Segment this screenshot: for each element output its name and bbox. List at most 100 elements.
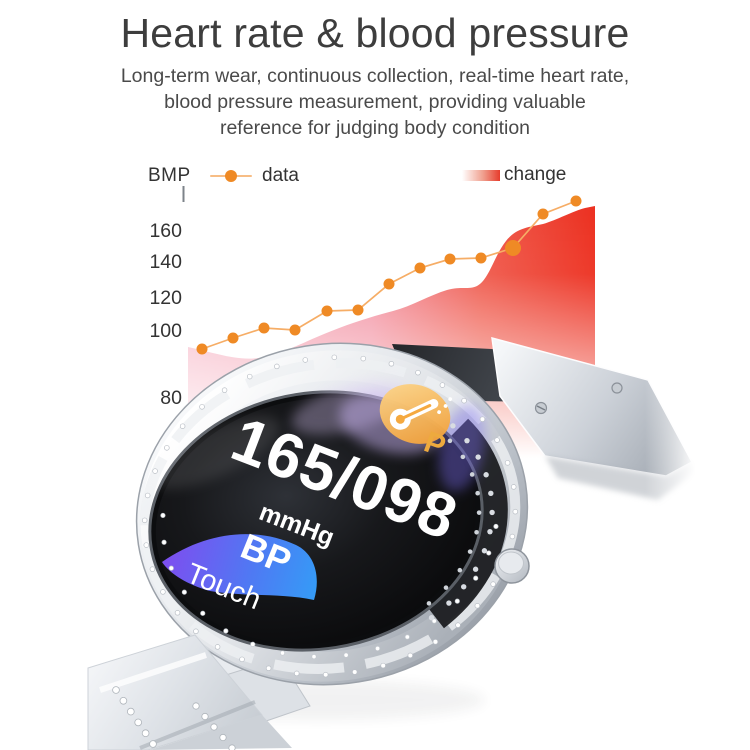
crystal-dot — [179, 423, 186, 429]
crystal-dot — [475, 490, 480, 496]
crystal-dot — [199, 404, 205, 410]
crystal-dot — [164, 445, 170, 451]
crystal-dot — [201, 712, 209, 721]
crystal-dot — [168, 565, 174, 571]
chart-data-points — [196, 195, 582, 355]
chart-point — [227, 332, 239, 344]
crystal-dot — [265, 665, 272, 672]
crystal-dot — [407, 652, 414, 659]
crystal-dot — [343, 652, 349, 658]
crystal-dot — [160, 589, 166, 595]
crystal-dot — [221, 387, 228, 393]
crystal-dot — [461, 397, 467, 404]
chart-point — [537, 208, 549, 220]
crystal-dot — [504, 460, 511, 466]
crystal-dot — [141, 729, 150, 737]
crystal-dot — [512, 508, 519, 515]
legend-data-series: data — [210, 165, 299, 187]
chart-point — [352, 304, 364, 316]
crystal-dot — [472, 566, 479, 572]
crystal-dot — [481, 548, 488, 554]
crystal-dot — [141, 517, 148, 524]
crystal-dot — [446, 600, 452, 606]
thermometer-icon — [379, 384, 453, 444]
crystal-dot — [509, 533, 516, 540]
crystal-dot — [428, 614, 435, 621]
orange-dot-icon — [225, 170, 237, 182]
crystal-dot — [311, 654, 317, 660]
subtitle-line: Long-term wear, continuous collection, r… — [120, 65, 630, 87]
subtitle-line: blood pressure measurement, providing va… — [164, 91, 586, 113]
crystal-dot — [351, 669, 358, 675]
crystal-dot — [144, 492, 151, 499]
crystal-dot — [493, 523, 499, 529]
strap-shade — [139, 700, 256, 750]
y-tick-label: 120 — [149, 287, 182, 309]
crystal-dot — [460, 584, 467, 590]
strap-highlight — [99, 652, 207, 693]
crystal-dot — [486, 550, 492, 556]
chart-point — [414, 262, 426, 274]
crystal-dot — [473, 575, 479, 581]
crystal-dot — [464, 437, 470, 444]
crystal-dot — [219, 733, 227, 742]
chart-point — [570, 195, 582, 207]
crystal-dot — [455, 622, 461, 628]
y-axis-unit-label: BMP — [148, 165, 191, 186]
crystal-dot — [250, 641, 256, 647]
crystal-dot — [160, 512, 166, 518]
crystal-dot — [322, 671, 329, 678]
band-fade — [645, 322, 715, 517]
crystal-dot — [375, 645, 381, 652]
crystal-dot — [143, 542, 150, 548]
legend-change-series: change — [462, 164, 566, 186]
crystal-dot — [475, 454, 481, 460]
y-tick-label: 160 — [149, 220, 182, 242]
crystal-dot — [488, 490, 494, 497]
watch-strap-left — [87, 634, 263, 750]
crystal-dot — [246, 373, 253, 380]
crystal-dot — [127, 707, 135, 716]
crystal-dot — [457, 567, 463, 573]
y-tick-label: 80 — [160, 387, 182, 409]
crystal-dot — [460, 454, 466, 460]
crystal-dot — [388, 360, 395, 367]
screw-slot — [536, 405, 546, 411]
crystal-dot — [214, 644, 221, 650]
crystal-dot — [279, 650, 286, 656]
y-tick-label: 140 — [149, 251, 182, 273]
crystal-dot — [426, 601, 432, 606]
crystal-dot — [474, 603, 481, 609]
crystal-dot — [450, 423, 456, 429]
crystal-dot — [380, 662, 386, 669]
crystal-dot — [487, 528, 493, 535]
crystal-dot — [360, 355, 367, 362]
chart-point — [289, 324, 301, 336]
crystal-dot — [192, 702, 200, 710]
crystal-dot — [447, 438, 453, 444]
crystal-dot — [239, 656, 245, 663]
chart-point — [258, 322, 270, 334]
crystal-dot — [274, 363, 280, 370]
watch-crown — [494, 548, 530, 584]
crystal-dot — [331, 354, 338, 361]
crystal-dot — [476, 510, 482, 515]
crystal-dot — [161, 539, 167, 545]
crystal-dot — [431, 618, 437, 624]
y-axis-labels: 160 140 120 100 80 — [149, 220, 182, 409]
crystal-dot — [293, 670, 300, 677]
crystal-dot — [174, 610, 181, 616]
subtitle-line: reference for judging body condition — [219, 117, 531, 139]
chart-point — [444, 253, 456, 265]
crystal-dot — [474, 529, 479, 535]
crystal-dot — [181, 589, 187, 595]
crystal-dot — [479, 416, 486, 422]
header: Heart rate & blood pressure Long-term we… — [0, 0, 750, 141]
crystal-dot — [510, 484, 517, 490]
chart-point — [383, 278, 395, 290]
crystal-dot — [152, 468, 158, 474]
crystal-dot — [112, 686, 120, 694]
crystal-dot — [119, 696, 128, 705]
crystal-dot — [469, 472, 475, 477]
page-title: Heart rate & blood pressure — [120, 10, 630, 56]
